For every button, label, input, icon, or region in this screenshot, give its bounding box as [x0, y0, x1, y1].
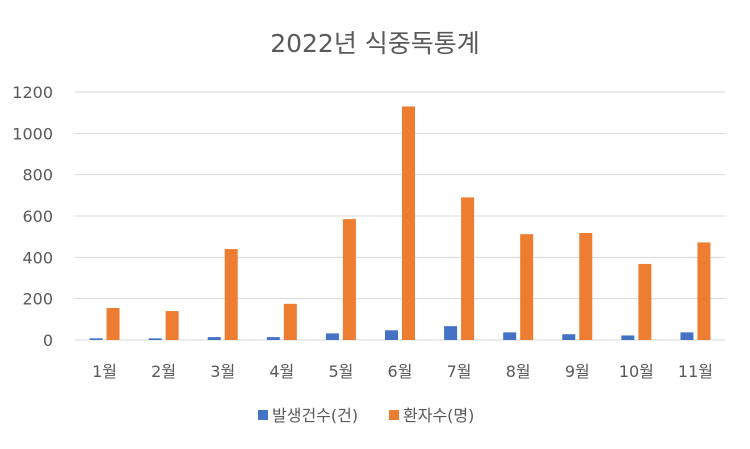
x-axis-tick-labels: 1월 2월 3월 4월 5월 6월 7월 8월 9월 10월 11월	[92, 362, 713, 381]
bar-incidents-11	[680, 332, 694, 340]
bar-incidents-2	[148, 338, 162, 340]
bar-patients-11	[697, 242, 711, 340]
y-axis-tick-labels: 0 200 400 600 800 1000 1200	[12, 83, 53, 350]
legend: 발생건수(건) 환자수(명)	[258, 406, 474, 425]
bar-incidents-5	[325, 333, 339, 340]
x-tick-label: 7월	[447, 362, 472, 381]
bar-patients-7	[461, 197, 475, 340]
x-tick-label: 1월	[92, 362, 117, 381]
legend-label: 발생건수(건)	[272, 406, 358, 425]
bar-incidents-7	[444, 326, 458, 340]
bar-patients-3	[224, 249, 238, 340]
x-tick-label: 10월	[619, 362, 654, 381]
x-tick-label: 4월	[269, 362, 294, 381]
y-tick-label: 0	[43, 331, 53, 350]
legend-label: 환자수(명)	[403, 406, 474, 425]
y-tick-label: 200	[22, 290, 53, 309]
bar-incidents-1	[89, 338, 103, 340]
x-tick-label: 9월	[565, 362, 590, 381]
bar-patients-6	[402, 106, 415, 340]
bar-incidents-10	[621, 335, 635, 340]
y-tick-label: 600	[22, 207, 53, 226]
bar-patients-4	[283, 303, 297, 340]
x-tick-label: 11월	[678, 362, 713, 381]
y-tick-label: 400	[22, 248, 53, 267]
bars	[89, 106, 711, 340]
gridlines	[75, 91, 725, 341]
legend-swatch	[389, 410, 399, 420]
x-tick-label: 6월	[388, 362, 413, 381]
y-tick-label: 1000	[12, 124, 53, 143]
bar-patients-5	[342, 219, 356, 340]
chart-title: 2022년 식중독통계	[270, 29, 480, 58]
bar-patients-2	[165, 311, 179, 340]
bar-patients-1	[106, 307, 120, 340]
bar-patients-9	[579, 232, 593, 340]
bar-incidents-4	[266, 337, 280, 340]
bar-patients-10	[638, 263, 652, 340]
y-tick-label: 1200	[12, 83, 53, 102]
bar-incidents-3	[207, 337, 221, 340]
bar-incidents-8	[503, 332, 517, 340]
x-tick-label: 5월	[328, 362, 353, 381]
bar-patients-8	[520, 234, 534, 340]
legend-swatch	[258, 410, 268, 420]
x-tick-label: 8월	[506, 362, 531, 381]
bar-incidents-6	[385, 330, 398, 340]
x-tick-label: 2월	[151, 362, 176, 381]
y-tick-label: 800	[22, 166, 53, 185]
x-tick-label: 3월	[210, 362, 235, 381]
bar-incidents-9	[562, 334, 576, 340]
